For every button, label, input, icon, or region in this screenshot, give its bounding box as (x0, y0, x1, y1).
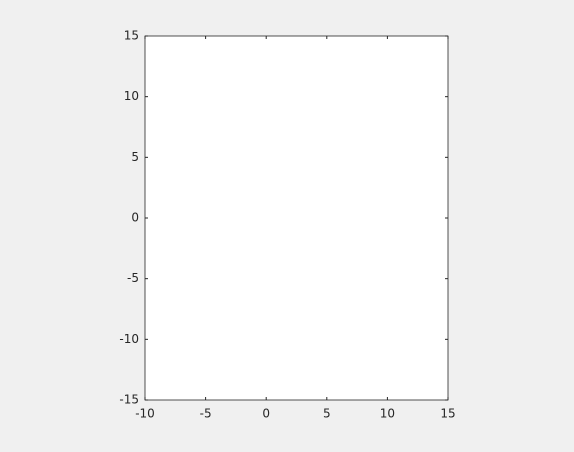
y-tick-label: -5 (127, 271, 139, 285)
y-tick-label: 5 (131, 150, 139, 164)
x-tick-label: -5 (200, 407, 212, 421)
plot-area (145, 36, 448, 400)
x-tick-label: 10 (380, 407, 395, 421)
x-tick-label: -10 (135, 407, 155, 421)
y-tick-label: -10 (119, 332, 139, 346)
y-tick-label: -15 (119, 393, 139, 407)
x-tick-label: 5 (323, 407, 331, 421)
y-tick-label: 0 (131, 211, 139, 225)
y-tick-label: 10 (124, 89, 139, 103)
y-tick-label: 15 (124, 29, 139, 43)
x-tick-label: 15 (440, 407, 455, 421)
x-tick-label: 0 (262, 407, 270, 421)
